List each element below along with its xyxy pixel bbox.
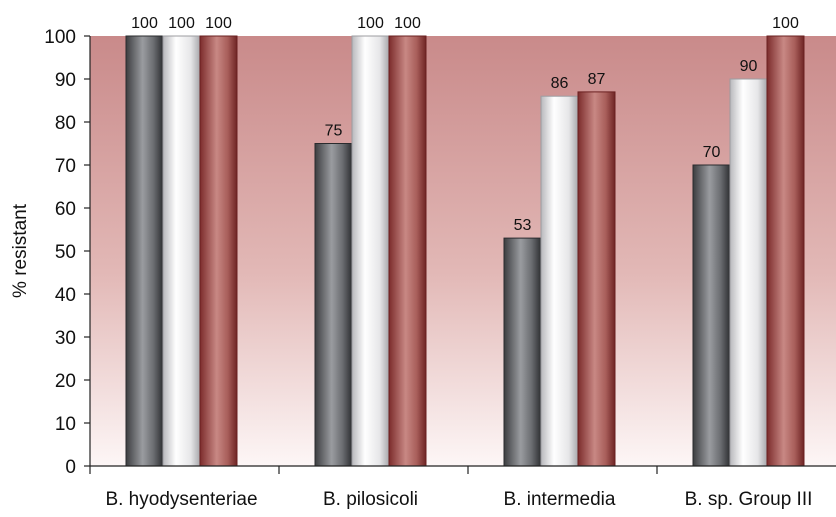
y-axis-title: % resistant bbox=[10, 203, 31, 298]
category-label-1: B. pilosicoli bbox=[323, 489, 418, 510]
data-label-2-series-2: 87 bbox=[588, 71, 606, 88]
data-label-2-series-0: 53 bbox=[514, 217, 532, 234]
data-label-0-series-2: 100 bbox=[205, 15, 232, 32]
bar-2-series-2 bbox=[577, 91, 616, 467]
bar-3-series-0 bbox=[692, 164, 731, 467]
data-label-0-series-0: 100 bbox=[131, 15, 158, 32]
y-tick-label-100: 100 bbox=[44, 27, 76, 48]
data-label-3-series-1: 90 bbox=[740, 58, 758, 75]
data-label-3-series-0: 70 bbox=[703, 144, 721, 161]
bar-2-series-1 bbox=[540, 95, 579, 467]
y-tick-label-90: 90 bbox=[55, 70, 76, 91]
y-tick-label-40: 40 bbox=[55, 285, 76, 306]
y-tick-label-80: 80 bbox=[55, 113, 76, 134]
bar-0-series-2 bbox=[199, 35, 238, 467]
data-label-2-series-1: 86 bbox=[551, 75, 569, 92]
y-tick-label-0: 0 bbox=[65, 457, 76, 478]
bar-3-series-1 bbox=[729, 78, 768, 467]
category-label-2: B. intermedia bbox=[504, 489, 616, 510]
bars-group bbox=[125, 35, 805, 467]
data-label-0-series-1: 100 bbox=[168, 15, 195, 32]
bar-0-series-1 bbox=[162, 35, 201, 467]
y-tick-label-60: 60 bbox=[55, 199, 76, 220]
y-tick-label-50: 50 bbox=[55, 242, 76, 263]
y-tick-label-20: 20 bbox=[55, 371, 76, 392]
data-label-1-series-0: 75 bbox=[325, 123, 343, 140]
data-label-1-series-2: 100 bbox=[394, 15, 421, 32]
bar-2-series-0 bbox=[503, 237, 542, 467]
bar-1-series-1 bbox=[351, 35, 390, 467]
y-tick-label-30: 30 bbox=[55, 328, 76, 349]
y-tick-label-70: 70 bbox=[55, 156, 76, 177]
category-label-3: B. sp. Group III bbox=[685, 489, 813, 510]
bar-3-series-2 bbox=[766, 35, 805, 467]
data-label-3-series-2: 100 bbox=[772, 15, 799, 32]
data-label-1-series-1: 100 bbox=[357, 15, 384, 32]
bar-1-series-2 bbox=[388, 35, 427, 467]
y-tick-label-10: 10 bbox=[55, 414, 76, 435]
axes-group bbox=[84, 35, 836, 474]
category-label-0: B. hyodysenteriae bbox=[105, 489, 257, 510]
bar-1-series-0 bbox=[314, 143, 353, 467]
bar-0-series-0 bbox=[125, 35, 164, 467]
